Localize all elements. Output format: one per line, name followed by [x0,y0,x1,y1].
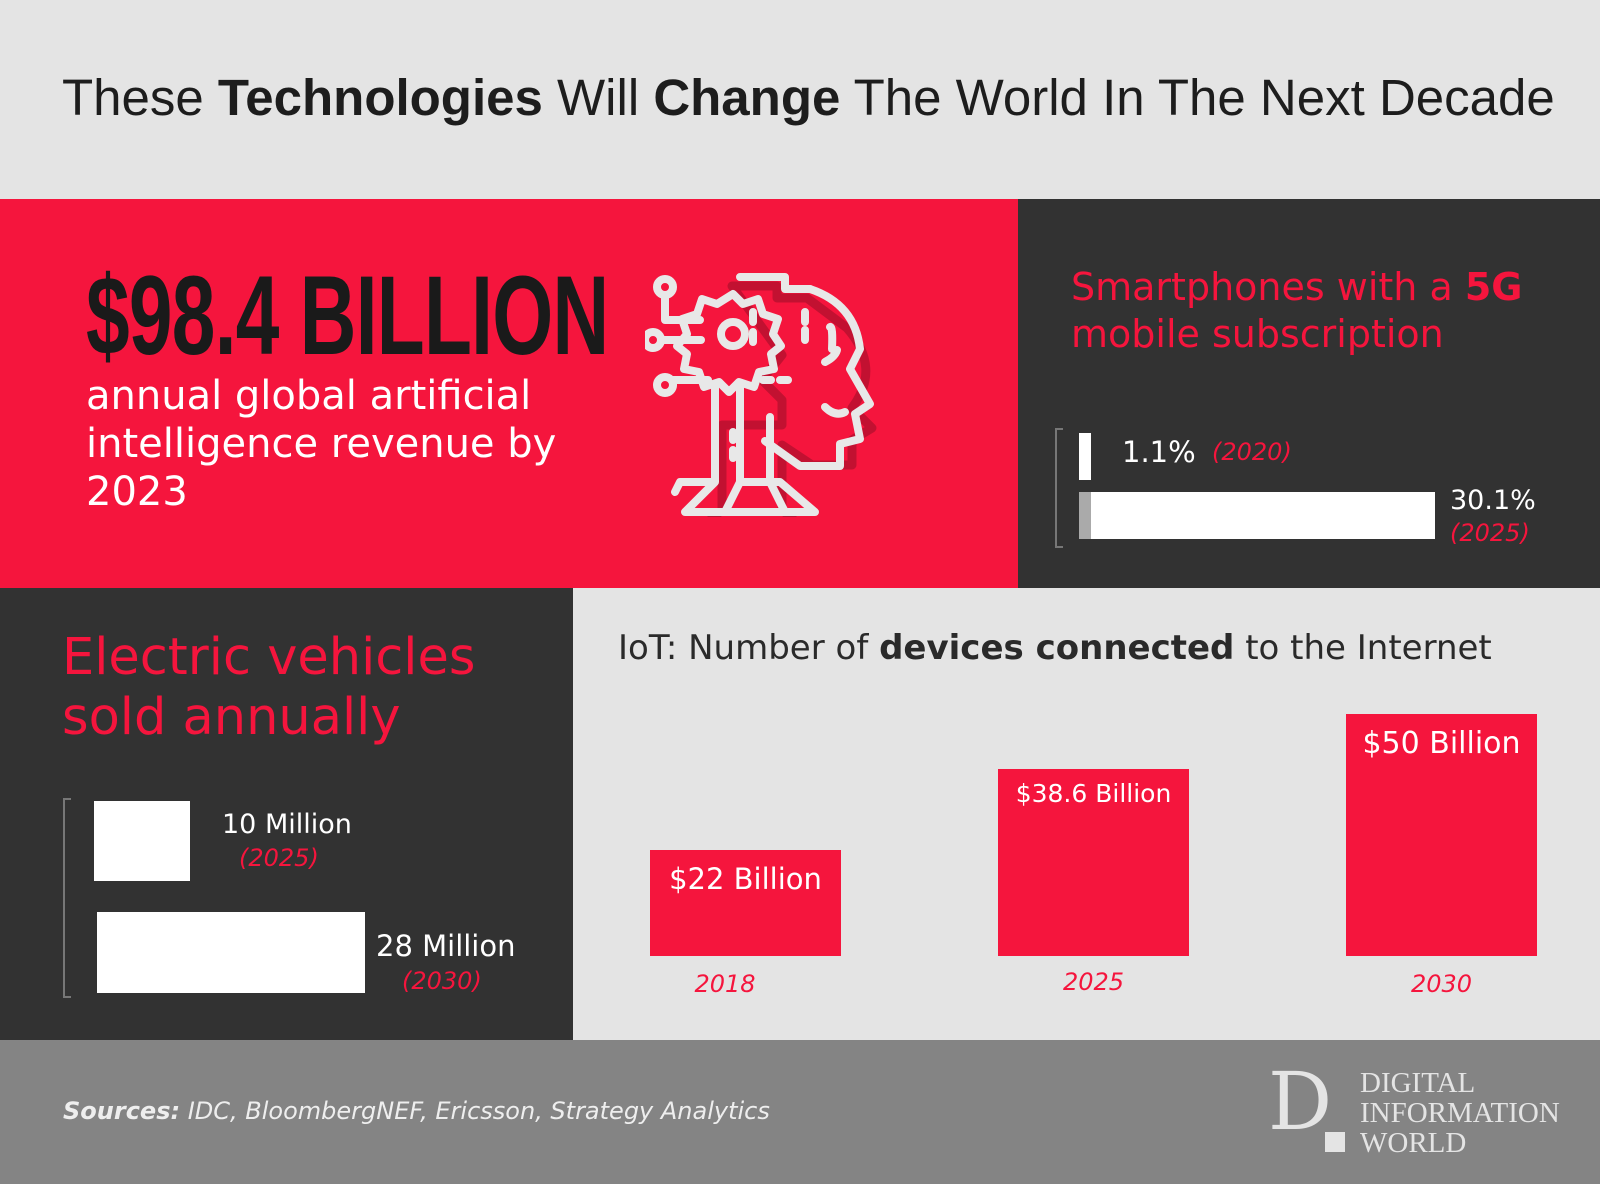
iot-year-label: 2030 [1410,970,1473,998]
iot-bar-2018: $22 Billion [650,849,841,956]
ev-bar-2030 [97,912,365,993]
5g-bar-2020 [1079,433,1091,480]
logo-text: DIGITAL INFORMATION WORLD [1360,1067,1560,1159]
iot-bar-2030: $50 Billion [1346,714,1537,956]
5g-bar-2025 [1079,492,1435,539]
ev-value-2030: 28 Million [376,929,516,963]
iot-title: IoT: Number of devices connected to the … [618,628,1492,668]
ev-bar-2025 [94,801,190,881]
iot-data-label: $38.6 Billion [1015,779,1172,809]
page-title: These Technologies Will Change The World… [62,69,1555,126]
ai-head-gear-icon [645,273,877,517]
bracket [63,798,71,998]
5g-year-2020: (2020) [1212,438,1292,466]
logo: D [1268,1055,1333,1148]
ev-year-2030: (2030) [402,967,482,995]
iot-year-label: 2025 [1062,968,1125,996]
ev-value-2025: 10 Million [222,809,352,840]
iot-data-label: $22 Billion [669,861,822,896]
header [0,0,1600,199]
iot-year-label: 2018 [694,970,756,998]
ai-headline: $98.4 BILLION [86,253,609,378]
ai-panel [0,199,1018,588]
5g-year-2025: (2025) [1450,519,1530,547]
ai-subtitle: annual global artificial intelligence re… [86,373,557,515]
5g-value-2020: 1.1% [1122,435,1196,469]
sources: Sources: IDC, BloombergNEF, Ericsson, St… [63,1097,770,1125]
5g-title: Smartphones with a 5G mobile subscriptio… [1071,265,1523,356]
logo-square [1325,1132,1345,1152]
iot-bar-2025: $38.6 Billion [998,769,1189,956]
iot-data-label: $50 Billion [1362,726,1521,761]
bracket [1055,428,1063,548]
ev-title: Electric vehicles sold annually [62,628,476,747]
footer [0,1040,1600,1184]
5g-value-2025: 30.1% [1450,485,1536,516]
ev-year-2025: (2025) [239,844,319,872]
